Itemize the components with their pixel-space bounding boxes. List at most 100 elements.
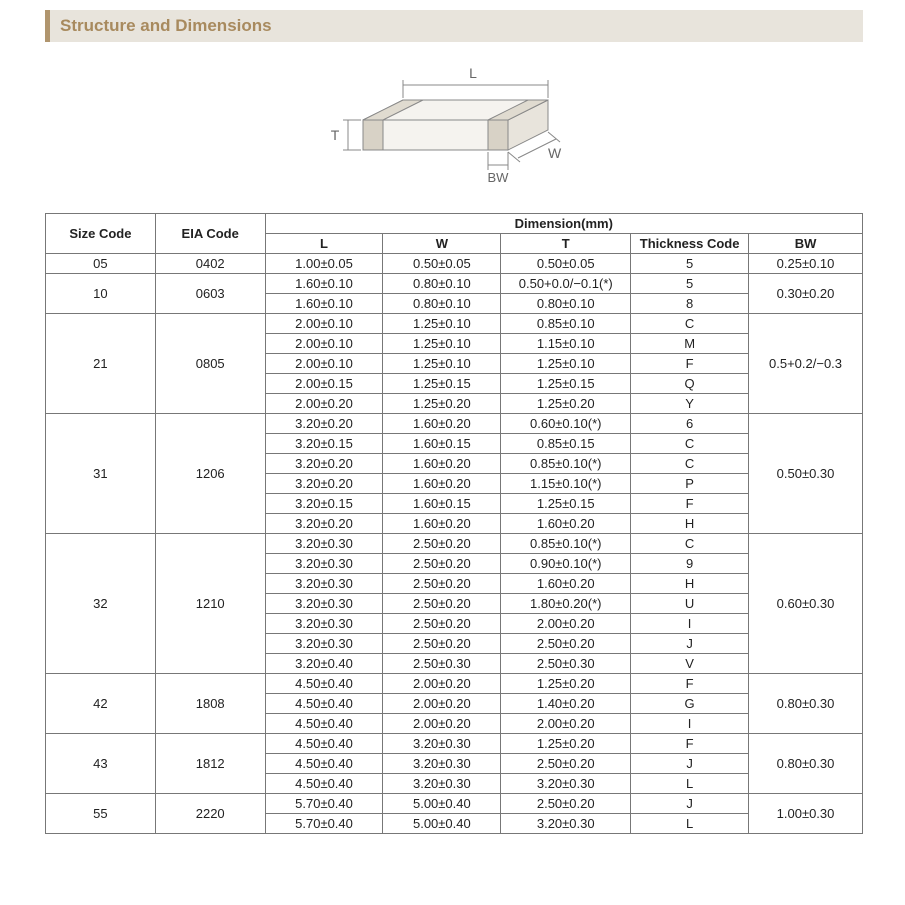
table-row: 4318124.50±0.403.20±0.301.25±0.20F0.80±0… [46, 734, 863, 754]
cell-eia-code: 0805 [155, 314, 265, 414]
cell-tc: C [631, 314, 749, 334]
col-thickness-code: Thickness Code [631, 234, 749, 254]
cell-eia-code: 0402 [155, 254, 265, 274]
cell-W: 5.00±0.40 [383, 794, 501, 814]
cell-T: 0.85±0.10(*) [501, 454, 631, 474]
cell-tc: J [631, 754, 749, 774]
cell-T: 1.25±0.15 [501, 494, 631, 514]
cell-W: 2.50±0.20 [383, 554, 501, 574]
cell-L: 3.20±0.30 [265, 554, 383, 574]
cell-L: 3.20±0.30 [265, 634, 383, 654]
cell-tc: U [631, 594, 749, 614]
cell-L: 4.50±0.40 [265, 714, 383, 734]
dimensions-table: Size Code EIA Code Dimension(mm) L W T T… [45, 213, 863, 834]
diagram-label-BW: BW [487, 170, 509, 185]
cell-L: 2.00±0.10 [265, 354, 383, 374]
cell-tc: H [631, 574, 749, 594]
cell-T: 1.80±0.20(*) [501, 594, 631, 614]
cell-W: 5.00±0.40 [383, 814, 501, 834]
cell-T: 0.85±0.15 [501, 434, 631, 454]
cell-tc: J [631, 794, 749, 814]
table-row: 1006031.60±0.100.80±0.100.50+0.0/−0.1(*)… [46, 274, 863, 294]
cell-T: 0.50±0.05 [501, 254, 631, 274]
cell-L: 3.20±0.20 [265, 514, 383, 534]
cell-T: 1.25±0.10 [501, 354, 631, 374]
cell-W: 1.60±0.20 [383, 474, 501, 494]
cell-W: 2.50±0.30 [383, 654, 501, 674]
cell-T: 0.85±0.10(*) [501, 534, 631, 554]
cell-tc: 6 [631, 414, 749, 434]
cell-L: 3.20±0.15 [265, 434, 383, 454]
cell-bw: 0.30±0.20 [749, 274, 863, 314]
col-size-code: Size Code [46, 214, 156, 254]
col-BW: BW [749, 234, 863, 254]
cell-L: 4.50±0.40 [265, 734, 383, 754]
cell-L: 4.50±0.40 [265, 754, 383, 774]
cell-L: 2.00±0.10 [265, 334, 383, 354]
cell-L: 3.20±0.20 [265, 474, 383, 494]
diagram-label-W: W [548, 145, 562, 161]
cell-bw: 0.50±0.30 [749, 414, 863, 534]
cell-T: 1.40±0.20 [501, 694, 631, 714]
table-row: 3212103.20±0.302.50±0.200.85±0.10(*)C0.6… [46, 534, 863, 554]
cell-W: 2.00±0.20 [383, 674, 501, 694]
cell-W: 0.50±0.05 [383, 254, 501, 274]
cell-tc: 5 [631, 274, 749, 294]
cell-W: 0.80±0.10 [383, 274, 501, 294]
cell-W: 2.50±0.20 [383, 614, 501, 634]
cell-L: 4.50±0.40 [265, 694, 383, 714]
cell-T: 1.25±0.20 [501, 674, 631, 694]
cell-L: 1.60±0.10 [265, 294, 383, 314]
cell-tc: F [631, 734, 749, 754]
cell-tc: 5 [631, 254, 749, 274]
cell-W: 2.50±0.20 [383, 634, 501, 654]
cell-tc: L [631, 814, 749, 834]
cell-W: 2.00±0.20 [383, 714, 501, 734]
cell-size-code: 31 [46, 414, 156, 534]
cell-tc: M [631, 334, 749, 354]
col-T: T [501, 234, 631, 254]
cell-W: 3.20±0.30 [383, 774, 501, 794]
cell-L: 4.50±0.40 [265, 774, 383, 794]
cell-L: 5.70±0.40 [265, 814, 383, 834]
col-W: W [383, 234, 501, 254]
cell-T: 0.85±0.10 [501, 314, 631, 334]
col-dimension: Dimension(mm) [265, 214, 862, 234]
cell-L: 3.20±0.40 [265, 654, 383, 674]
cell-bw: 1.00±0.30 [749, 794, 863, 834]
cell-T: 1.25±0.20 [501, 734, 631, 754]
cell-W: 1.25±0.10 [383, 314, 501, 334]
cell-size-code: 55 [46, 794, 156, 834]
cell-T: 1.15±0.10 [501, 334, 631, 354]
cell-T: 0.90±0.10(*) [501, 554, 631, 574]
cell-T: 1.60±0.20 [501, 514, 631, 534]
diagram-label-L: L [469, 65, 477, 81]
cell-L: 2.00±0.10 [265, 314, 383, 334]
cell-size-code: 10 [46, 274, 156, 314]
cell-eia-code: 1206 [155, 414, 265, 534]
cell-bw: 0.25±0.10 [749, 254, 863, 274]
diagram-container: L T W BW [0, 42, 905, 209]
cell-tc: G [631, 694, 749, 714]
cell-size-code: 42 [46, 674, 156, 734]
cell-eia-code: 1210 [155, 534, 265, 674]
section-header: Structure and Dimensions [45, 10, 863, 42]
cell-T: 2.50±0.30 [501, 654, 631, 674]
cell-tc: I [631, 714, 749, 734]
cell-T: 0.60±0.10(*) [501, 414, 631, 434]
cell-tc: V [631, 654, 749, 674]
cell-W: 2.50±0.20 [383, 574, 501, 594]
cell-L: 3.20±0.30 [265, 594, 383, 614]
cell-L: 3.20±0.30 [265, 574, 383, 594]
cell-L: 5.70±0.40 [265, 794, 383, 814]
cell-T: 2.50±0.20 [501, 794, 631, 814]
cell-bw: 0.5+0.2/−0.3 [749, 314, 863, 414]
cell-L: 2.00±0.20 [265, 394, 383, 414]
cell-T: 0.80±0.10 [501, 294, 631, 314]
cell-L: 2.00±0.15 [265, 374, 383, 394]
cell-L: 3.20±0.30 [265, 534, 383, 554]
cell-W: 1.25±0.15 [383, 374, 501, 394]
diagram-label-T: T [330, 127, 339, 143]
cell-W: 1.60±0.20 [383, 414, 501, 434]
cell-W: 2.50±0.20 [383, 594, 501, 614]
